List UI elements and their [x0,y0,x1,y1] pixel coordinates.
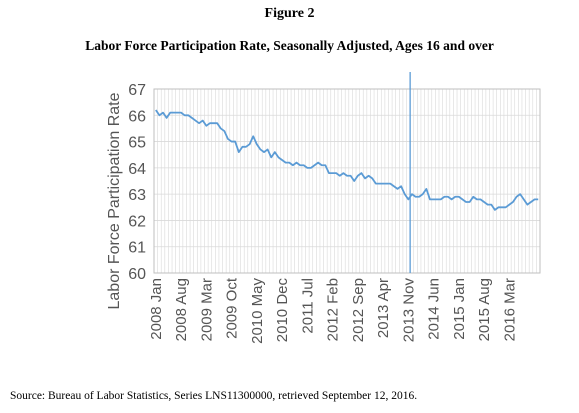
x-tick-label: 2014 Jun [426,278,443,340]
x-tick-label: 2015 Aug [476,278,493,341]
y-tick-label: 60 [128,266,146,283]
y-tick-label: 61 [128,240,146,257]
series-line [155,109,539,211]
x-tick-label: 2011 Jul [299,278,316,334]
source-note: Source: Bureau of Labor Statistics, Seri… [10,390,418,402]
y-axis-label: Labor Force Participation Rate [106,92,123,309]
x-tick-label: 2013 Nov [400,278,417,343]
x-tick-label: 2009 Oct [224,277,241,339]
y-tick-label: 63 [128,187,146,204]
x-tick-label: 2009 Mar [198,278,215,341]
y-tick-label: 66 [128,108,146,125]
x-axis-tick-labels: 2008 Jan 2008 Aug 2009 Mar 2009 Oct 2010 May… [148,277,519,344]
x-tick-label: 2015 Jan [451,278,468,340]
x-tick-label: 2010 May [249,278,266,344]
y-axis-tick-labels: 60 61 62 63 64 65 66 67 [128,82,146,283]
y-tick-label: 64 [128,161,146,178]
x-tick-label: 2008 Jan [148,278,165,340]
x-tick-label: 2016 Mar [501,278,518,341]
vertical-gridlines [153,89,541,273]
x-tick-label: 2012 Sep [350,278,367,342]
y-tick-label: 65 [128,135,146,152]
chart-title: Labor Force Participation Rate, Seasonal… [85,38,494,53]
plot-area [153,88,541,274]
x-tick-label: 2013 Apr [375,278,392,338]
figure-label: Figure 2 [264,6,315,21]
x-tick-label: 2012 Feb [325,278,342,341]
y-tick-label: 67 [128,82,146,99]
x-tick-label: 2010 Dec [274,278,291,343]
x-tick-label: 2008 Aug [173,278,190,341]
y-tick-label: 62 [128,213,146,230]
